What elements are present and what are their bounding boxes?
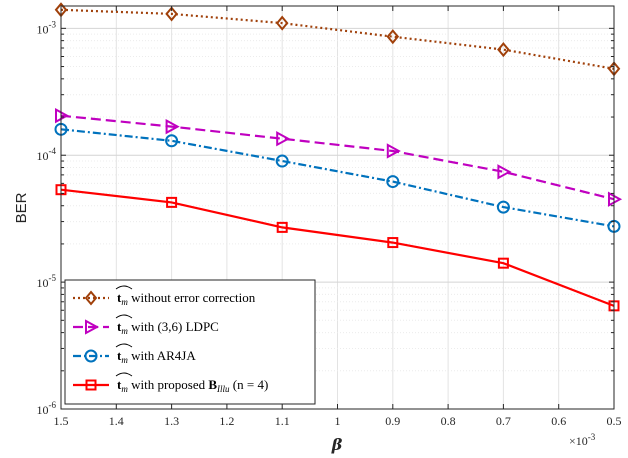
y-tick-exponent: -4 (49, 146, 57, 156)
x-tick-label: 0.5 (607, 414, 622, 428)
legend-text-body: without error correction (128, 290, 256, 305)
series-marker (386, 29, 400, 45)
y-tick-label: 10-6 (37, 400, 57, 417)
y-tick-base: 10 (37, 276, 49, 290)
x-tick-label: 0.8 (441, 414, 456, 428)
x-tick-label: 1.4 (109, 414, 124, 428)
legend-bold: B (208, 377, 217, 392)
y-tick-label: 10-5 (37, 273, 57, 290)
legend-item-2: tm with (3,6) LDPC (73, 314, 219, 336)
legend-text-body: with AR4JA (128, 348, 197, 363)
legend-hat-accent (115, 372, 133, 377)
axis-ticks: 1.5 1.4 1.3 1.2 1.1 1 0.9 0.8 0.7 0.6 0.510-310-41… (37, 6, 622, 428)
series-marker (497, 164, 512, 180)
series-line (60, 114, 615, 201)
legend-label: tm without error correction (117, 290, 256, 307)
legend-marker (85, 379, 97, 391)
y-tick-exponent: -5 (49, 273, 57, 283)
legend-hat-accent (115, 285, 133, 290)
legend-symbol-sub: m (121, 326, 128, 336)
series-marker (386, 175, 400, 189)
series-marker (387, 237, 399, 249)
legend-text-body: with (3,6) LDPC (128, 319, 219, 334)
x-scale-factor: ×10-3 (569, 432, 596, 448)
legend-symbol-sub: m (121, 384, 128, 394)
x-tick-label: 1 (335, 414, 341, 428)
legend-text-body: with proposed (128, 377, 209, 392)
y-tick-base: 10 (37, 403, 49, 417)
legend-box (64, 279, 316, 405)
x-axis-label: β (331, 435, 343, 454)
series-marker (166, 196, 178, 208)
series-marker (386, 143, 401, 159)
legend-symbol: t (117, 377, 122, 392)
series-marker (497, 257, 509, 269)
legend-symbol: t (117, 348, 122, 363)
x-tick-label: 0.9 (385, 414, 400, 428)
series-marker (165, 134, 179, 148)
legend-symbol-sub: m (121, 355, 128, 365)
series-layer (54, 2, 623, 312)
series-marker (275, 154, 289, 168)
x-tick-label: 0.7 (496, 414, 511, 428)
y-tick-base: 10 (37, 149, 49, 163)
x-scale-exponent: -3 (588, 432, 596, 442)
legend-tail: (n = 4) (230, 377, 269, 392)
legend-marker (84, 349, 98, 363)
series-marker (276, 131, 291, 147)
x-scale-base: ×10 (569, 434, 588, 448)
series-marker (276, 221, 288, 233)
legend-item-1: tm without error correction (73, 285, 256, 307)
series-marker (275, 15, 289, 31)
y-tick-base: 10 (37, 22, 49, 36)
legend-hat-accent (115, 314, 133, 319)
legend-symbol: t (117, 319, 122, 334)
legend-label: tm with AR4JA (117, 348, 196, 365)
series-marker (496, 200, 510, 214)
legend-symbol: t (117, 290, 122, 305)
y-tick-exponent: -3 (49, 19, 57, 29)
series-marker (165, 118, 180, 135)
legend-item-3: tm with AR4JA (73, 343, 196, 365)
legend-bold-sub: Illu (216, 384, 230, 394)
legend-item-4: tm with proposed BIllu (n = 4) (73, 372, 268, 394)
series-line (60, 188, 615, 307)
series-line (60, 128, 615, 228)
legend-marker (84, 290, 98, 306)
x-tick-label: 1.2 (219, 414, 234, 428)
y-tick-exponent: -6 (49, 400, 57, 410)
legend-symbol-sub: m (121, 297, 128, 307)
legend-marker (85, 319, 100, 335)
series-marker (165, 6, 178, 22)
y-axis-label: BER (13, 192, 30, 223)
legend-label: tm with (3,6) LDPC (117, 319, 219, 336)
y-tick-label: 10-4 (37, 146, 57, 163)
x-tick-label: 0.6 (551, 414, 566, 428)
x-tick-label: 1.3 (164, 414, 179, 428)
legend-hat-accent (115, 343, 133, 348)
x-tick-label: 1.5 (54, 414, 69, 428)
legend-label: tm with proposed BIllu (n = 4) (117, 377, 268, 394)
series-marker (497, 42, 510, 58)
x-tick-label: 1.1 (275, 414, 290, 428)
y-tick-label: 10-3 (37, 19, 57, 36)
